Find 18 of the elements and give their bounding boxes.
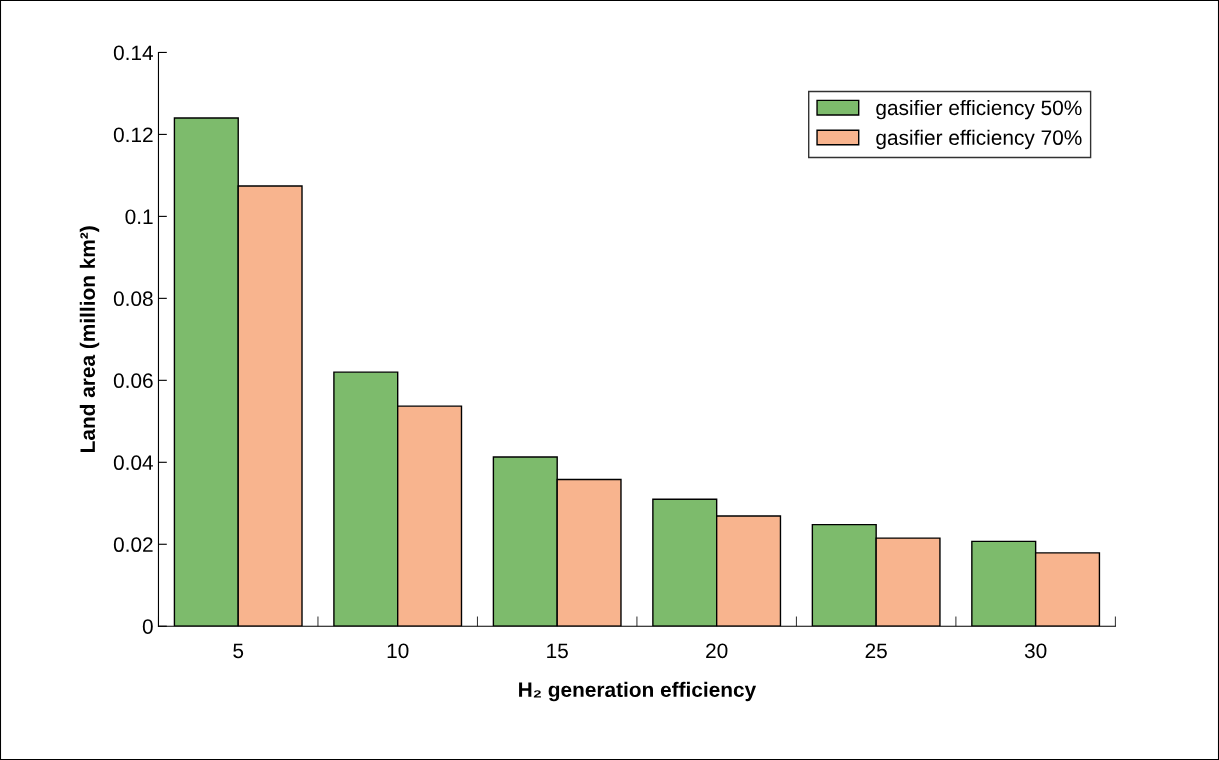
y-tick-label: 0.12 [113, 127, 153, 143]
y-tick-label: 0.1 [125, 209, 153, 225]
y-tick-label: 0.04 [113, 455, 153, 471]
x-tick-label: 20 [706, 643, 728, 659]
x-tick-label: 10 [387, 643, 409, 659]
x-tick-label: 5 [233, 643, 244, 659]
y-tick-label: 0.06 [113, 373, 153, 389]
y-tick-label: 0.08 [113, 291, 153, 307]
y-axis-title: Land area (million km²) [79, 226, 100, 452]
legend-label: gasifier efficiency 70% [876, 129, 1082, 150]
x-tick-label: 15 [547, 643, 568, 659]
x-tick-label: 30 [1024, 643, 1047, 659]
x-tick-label: 25 [865, 643, 887, 659]
x-axis-title: H₂ generation efficiency [519, 681, 757, 702]
y-tick-label: 0.02 [113, 537, 153, 553]
y-tick-label: 0.14 [113, 45, 153, 61]
y-tick-label: 0 [142, 619, 153, 634]
legend-label: gasifier efficiency 50% [876, 99, 1082, 120]
